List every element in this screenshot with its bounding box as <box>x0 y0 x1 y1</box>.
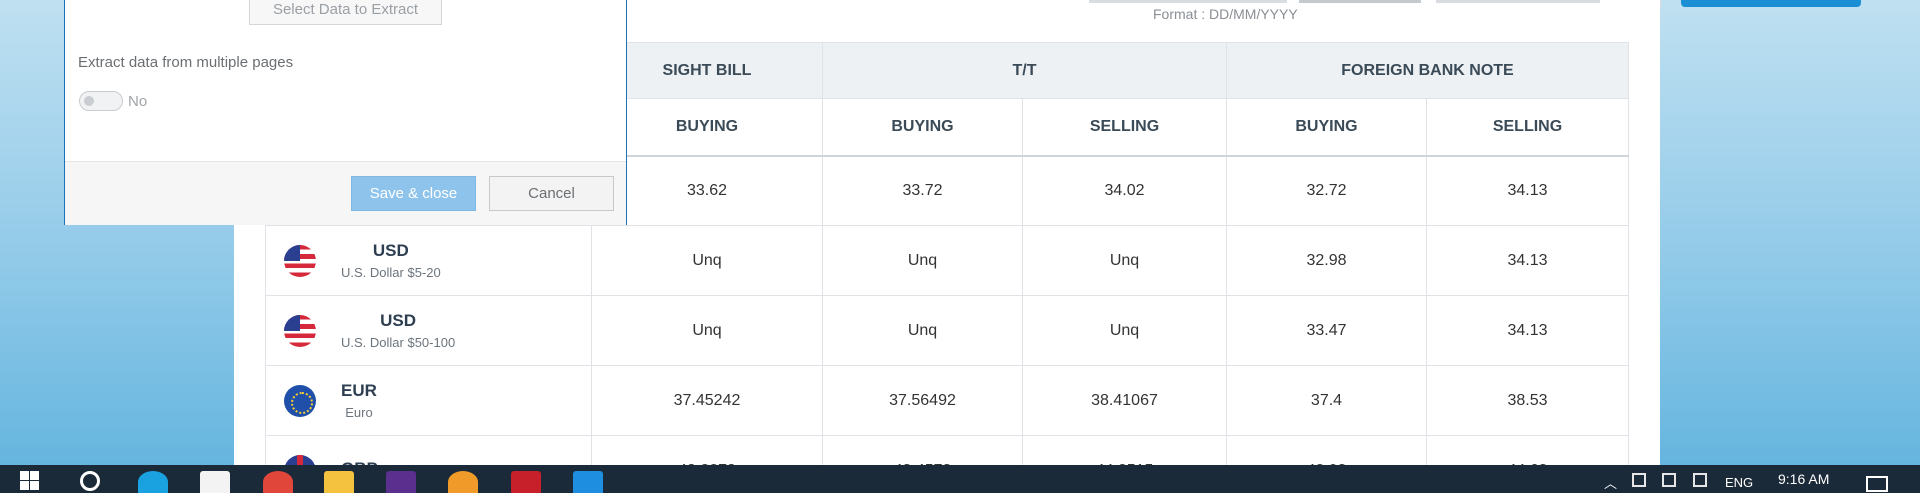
foreign-bank-note-header: FOREIGN BANK NOTE <box>1225 42 1630 99</box>
extract-data-dialog: Select Data to Extract Extract data from… <box>64 0 627 225</box>
save-close-button[interactable]: Save & close <box>351 176 476 211</box>
table-row: EUR Euro 37.45242 37.56492 38.41067 37.4… <box>265 365 1630 436</box>
network-icon[interactable] <box>1632 473 1646 487</box>
chrome-icon[interactable] <box>263 471 293 493</box>
table-row: USD U.S. Dollar $50-100 Unq Unq Unq 33.4… <box>265 295 1630 366</box>
tt-buying-cell: 37.56492 <box>822 365 1023 436</box>
date-format-hint: Format : DD/MM/YYYY <box>1153 6 1298 22</box>
eu-flag-icon <box>284 384 316 417</box>
acrobat-icon[interactable] <box>511 471 541 493</box>
multi-page-toggle[interactable] <box>79 91 123 111</box>
note-buying-cell: 32.98 <box>1226 225 1427 296</box>
tt-buying-cell: Unq <box>822 295 1023 366</box>
edge-icon[interactable] <box>138 471 168 493</box>
note-buying-cell: 32.72 <box>1226 155 1427 226</box>
header-divider <box>1660 0 1661 8</box>
file-explorer-icon[interactable] <box>324 471 354 493</box>
note-selling-cell: 34.13 <box>1425 295 1630 366</box>
currency-name: U.S. Dollar $50-100 <box>341 335 456 350</box>
search-icon[interactable] <box>80 471 100 491</box>
toggle-knob <box>84 96 94 106</box>
tt-selling-cell: Unq <box>1022 295 1227 366</box>
table-row: USD U.S. Dollar $5-20 Unq Unq Unq 32.98 … <box>265 225 1630 296</box>
currency-cell: USD U.S. Dollar $5-20 <box>265 225 592 296</box>
note-buying-cell: 37.4 <box>1226 365 1427 436</box>
currency-code: USD <box>372 241 409 260</box>
tt-selling-cell: Unq <box>1022 225 1227 296</box>
sight-bill-buying-cell: 37.45242 <box>591 365 823 436</box>
multi-page-label: Extract data from multiple pages <box>78 54 294 71</box>
select-data-button[interactable]: Select Data to Extract <box>249 0 442 25</box>
language-indicator[interactable]: ENG <box>1725 475 1754 490</box>
clock[interactable]: 9:16 AM <box>1778 471 1830 487</box>
tt-buying-header: BUYING <box>822 98 1023 157</box>
toggle-state-label: No <box>128 93 148 110</box>
tt-buying-cell: Unq <box>822 225 1023 296</box>
tt-selling-cell: 34.02 <box>1022 155 1227 226</box>
currency-name: Euro <box>345 405 373 420</box>
tt-selling-header: SELLING <box>1022 98 1227 157</box>
tt-selling-cell: 38.41067 <box>1022 365 1227 436</box>
search-button[interactable] <box>1681 0 1861 7</box>
cancel-button[interactable]: Cancel <box>489 176 614 211</box>
sun-app-icon[interactable] <box>448 471 478 493</box>
device-icon[interactable] <box>1662 473 1676 487</box>
currency-select[interactable] <box>1436 0 1600 3</box>
currency-code: EUR <box>341 381 377 400</box>
date-input[interactable] <box>1089 0 1287 3</box>
sight-bill-buying-header: BUYING <box>591 98 823 157</box>
currency-code: USD <box>380 311 417 330</box>
tt-buying-cell: 33.72 <box>822 155 1023 226</box>
note-selling-cell: 34.13 <box>1425 225 1630 296</box>
dialog-footer: Save & close Cancel <box>65 161 626 225</box>
tray-chevron-icon[interactable]: ︿ <box>1604 476 1618 491</box>
tt-header: T/T <box>822 42 1227 99</box>
currency-name: U.S. Dollar $5-20 <box>341 265 441 280</box>
s-app-icon[interactable] <box>573 471 603 493</box>
currency-cell: USD U.S. Dollar $50-100 <box>265 295 592 366</box>
us-flag-icon <box>284 314 316 347</box>
notification-icon[interactable] <box>1866 476 1888 492</box>
date-picker-button[interactable] <box>1299 0 1421 3</box>
sight-bill-buying-cell: Unq <box>591 295 823 366</box>
note-selling-cell: 34.13 <box>1425 155 1630 226</box>
note-buying-header: BUYING <box>1226 98 1427 157</box>
us-flag-icon <box>284 244 316 277</box>
note-selling-cell: 38.53 <box>1425 365 1630 436</box>
store-icon[interactable] <box>200 471 230 493</box>
windows-start-icon[interactable] <box>20 471 40 493</box>
sight-bill-buying-cell: Unq <box>591 225 823 296</box>
note-buying-cell: 33.47 <box>1226 295 1427 366</box>
volume-icon[interactable] <box>1693 473 1707 487</box>
taskbar: ︿ ENG 9:16 AM <box>0 465 1920 493</box>
note-selling-header: SELLING <box>1425 98 1630 157</box>
sx-app-icon[interactable] <box>386 471 416 493</box>
currency-cell: EUR Euro <box>265 365 592 436</box>
